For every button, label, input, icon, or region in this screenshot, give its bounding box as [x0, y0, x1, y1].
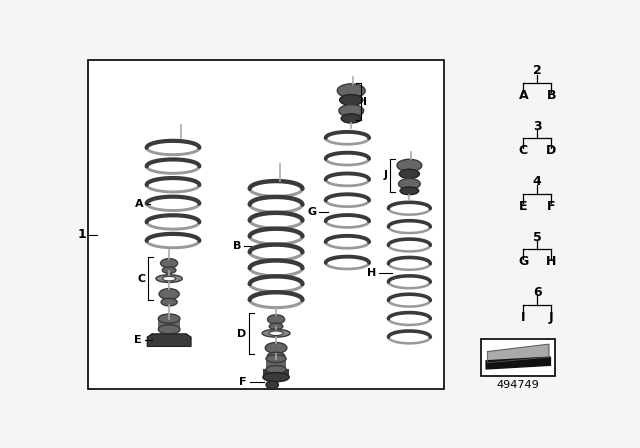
- Ellipse shape: [400, 187, 419, 195]
- Text: 4: 4: [533, 175, 541, 188]
- Ellipse shape: [159, 289, 179, 299]
- Text: E: E: [519, 200, 527, 213]
- Ellipse shape: [265, 343, 287, 353]
- Ellipse shape: [399, 169, 419, 178]
- Ellipse shape: [163, 267, 176, 273]
- Text: 494749: 494749: [497, 380, 540, 390]
- Bar: [88, 60, 444, 389]
- Ellipse shape: [269, 323, 283, 330]
- Text: 2: 2: [533, 64, 541, 77]
- Ellipse shape: [268, 352, 285, 360]
- Ellipse shape: [339, 104, 364, 117]
- Text: H: H: [546, 255, 556, 268]
- Text: B: B: [233, 241, 241, 251]
- Text: B: B: [547, 89, 556, 102]
- Ellipse shape: [263, 373, 289, 382]
- Bar: [266, 359, 286, 370]
- Ellipse shape: [161, 298, 177, 306]
- Text: 6: 6: [533, 286, 541, 299]
- Text: A: A: [135, 199, 143, 209]
- Text: I: I: [363, 96, 367, 107]
- Ellipse shape: [158, 314, 180, 323]
- Polygon shape: [486, 357, 550, 369]
- Ellipse shape: [266, 381, 278, 389]
- Ellipse shape: [161, 258, 178, 268]
- Ellipse shape: [156, 275, 182, 282]
- Text: I: I: [521, 310, 525, 323]
- Bar: [158, 319, 180, 329]
- Ellipse shape: [163, 276, 176, 281]
- Text: J: J: [549, 310, 554, 323]
- Text: H: H: [367, 268, 376, 278]
- Bar: [481, 339, 555, 375]
- Text: G: G: [307, 207, 316, 217]
- Ellipse shape: [340, 95, 363, 105]
- Ellipse shape: [397, 159, 422, 172]
- Text: G: G: [518, 255, 529, 268]
- Text: C: C: [519, 144, 528, 157]
- Bar: [263, 370, 289, 378]
- Ellipse shape: [337, 84, 365, 98]
- Ellipse shape: [262, 329, 290, 337]
- Text: A: A: [518, 89, 528, 102]
- Text: D: D: [237, 329, 246, 339]
- Ellipse shape: [399, 178, 420, 189]
- Text: 3: 3: [533, 120, 541, 133]
- Ellipse shape: [268, 315, 285, 324]
- Text: 1: 1: [77, 228, 86, 241]
- Ellipse shape: [266, 366, 286, 373]
- Ellipse shape: [269, 331, 283, 336]
- Ellipse shape: [158, 325, 180, 334]
- Text: D: D: [546, 144, 556, 157]
- Ellipse shape: [341, 114, 362, 123]
- Ellipse shape: [266, 355, 286, 362]
- Text: E: E: [134, 335, 142, 345]
- Polygon shape: [488, 344, 549, 363]
- Text: J: J: [383, 170, 388, 181]
- Polygon shape: [147, 334, 191, 346]
- Text: C: C: [138, 274, 146, 284]
- Text: F: F: [239, 377, 246, 387]
- Text: 5: 5: [533, 231, 541, 244]
- Text: F: F: [547, 200, 556, 213]
